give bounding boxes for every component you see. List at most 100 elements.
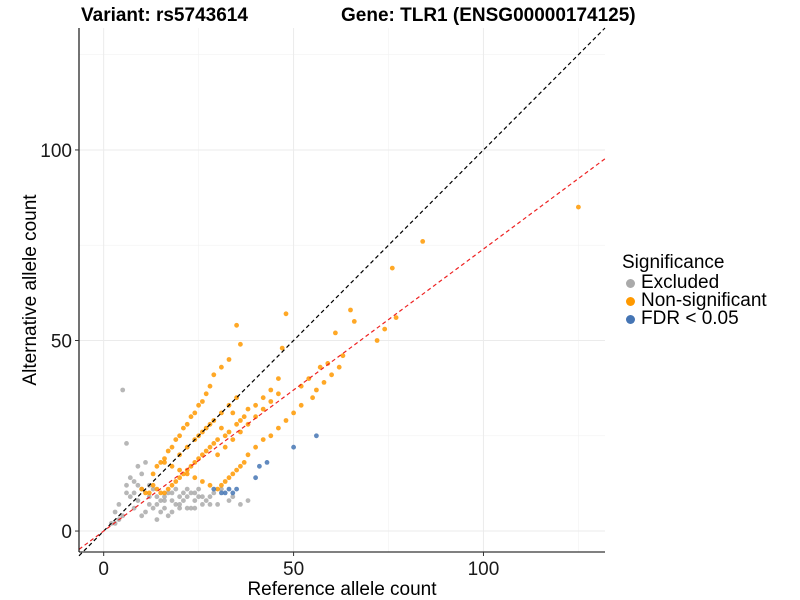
point-non-significant [211,441,217,446]
point-non-significant [268,399,274,404]
point-non-significant [162,490,167,496]
point-non-significant [207,444,213,450]
point-non-significant [169,444,175,450]
point-non-significant [260,406,266,412]
point-excluded [165,513,171,519]
point-non-significant [317,364,323,370]
point-non-significant [219,364,224,370]
point-excluded [169,509,175,515]
point-excluded [116,502,122,507]
point-non-significant [146,490,152,496]
legend-label: Non-significant [641,290,767,311]
point-non-significant [139,486,145,492]
point-excluded [127,494,133,500]
data-points [108,204,581,526]
point-non-significant [219,482,224,488]
point-non-significant [184,467,190,473]
point-non-significant [177,433,183,439]
point-excluded [150,486,156,492]
point-non-significant [253,414,258,420]
point-excluded [177,502,183,507]
point-non-significant [177,475,183,481]
chart-title-gene: Gene: TLR1 (ENSG00000174125) [341,5,636,26]
point-non-significant [222,479,228,484]
point-non-significant [234,467,240,473]
point-non-significant [173,437,179,442]
point-excluded [184,505,190,511]
point-fdr-0-05 [314,433,319,439]
point-excluded [165,490,171,496]
point-non-significant [203,448,209,454]
point-excluded [158,509,164,515]
point-excluded [162,494,167,500]
point-excluded [143,509,148,515]
point-non-significant [154,463,160,469]
point-non-significant [291,410,296,416]
point-fdr-0-05 [211,486,217,492]
point-non-significant [283,311,289,317]
point-non-significant [238,463,243,469]
point-non-significant [215,486,221,492]
point-excluded [135,463,141,469]
y-tick-label: 50 [51,331,72,352]
point-excluded [169,490,175,496]
point-excluded [169,498,175,503]
point-non-significant [230,410,236,416]
point-excluded [120,513,126,519]
legend-label: Excluded [641,272,720,293]
point-excluded [173,486,179,492]
legend-item-non-significant: Non-significant [622,290,767,311]
point-non-significant [215,452,221,458]
point-excluded [112,509,118,515]
point-excluded [143,460,148,465]
point-excluded [188,490,194,496]
point-non-significant [276,376,281,381]
point-excluded [120,387,126,393]
point-non-significant [420,239,426,244]
point-non-significant [268,433,274,439]
point-non-significant [219,425,224,431]
x-tick-label: 50 [283,559,304,580]
point-non-significant [207,383,213,389]
point-non-significant [238,418,243,423]
point-excluded [226,498,232,503]
chart-title-variant: Variant: rs5743614 [81,5,248,26]
point-non-significant [226,357,232,362]
legend-label: FDR < 0.05 [641,308,739,329]
point-non-significant [226,429,232,435]
point-non-significant [253,444,258,450]
point-non-significant [196,402,202,408]
point-fdr-0-05 [257,463,262,469]
point-non-significant [211,372,217,378]
point-non-significant [150,471,156,477]
point-non-significant [245,406,251,412]
y-axis-title: Alternative allele count [20,194,41,386]
point-excluded [230,494,236,500]
point-non-significant [374,338,380,343]
x-axis-title: Reference allele count [247,579,437,600]
point-non-significant [351,319,357,324]
point-excluded [207,494,213,500]
point-fdr-0-05 [219,490,224,496]
point-excluded [154,494,160,500]
point-excluded [177,494,183,500]
point-non-significant [200,399,205,404]
point-excluded [146,502,152,507]
point-excluded [162,498,167,503]
point-non-significant [329,372,334,378]
y-tick-label: 100 [40,141,72,162]
point-non-significant [253,402,258,408]
point-excluded [154,517,160,522]
point-excluded [162,505,167,511]
legend-item-excluded: Excluded [622,272,767,293]
legend-swatch [626,296,635,306]
point-non-significant [162,460,167,465]
point-excluded [112,521,118,526]
point-non-significant [230,437,236,442]
point-non-significant [234,421,240,427]
point-non-significant [203,391,209,397]
x-tick-label: 0 [98,559,109,580]
point-excluded [192,505,198,511]
point-non-significant [188,414,194,420]
